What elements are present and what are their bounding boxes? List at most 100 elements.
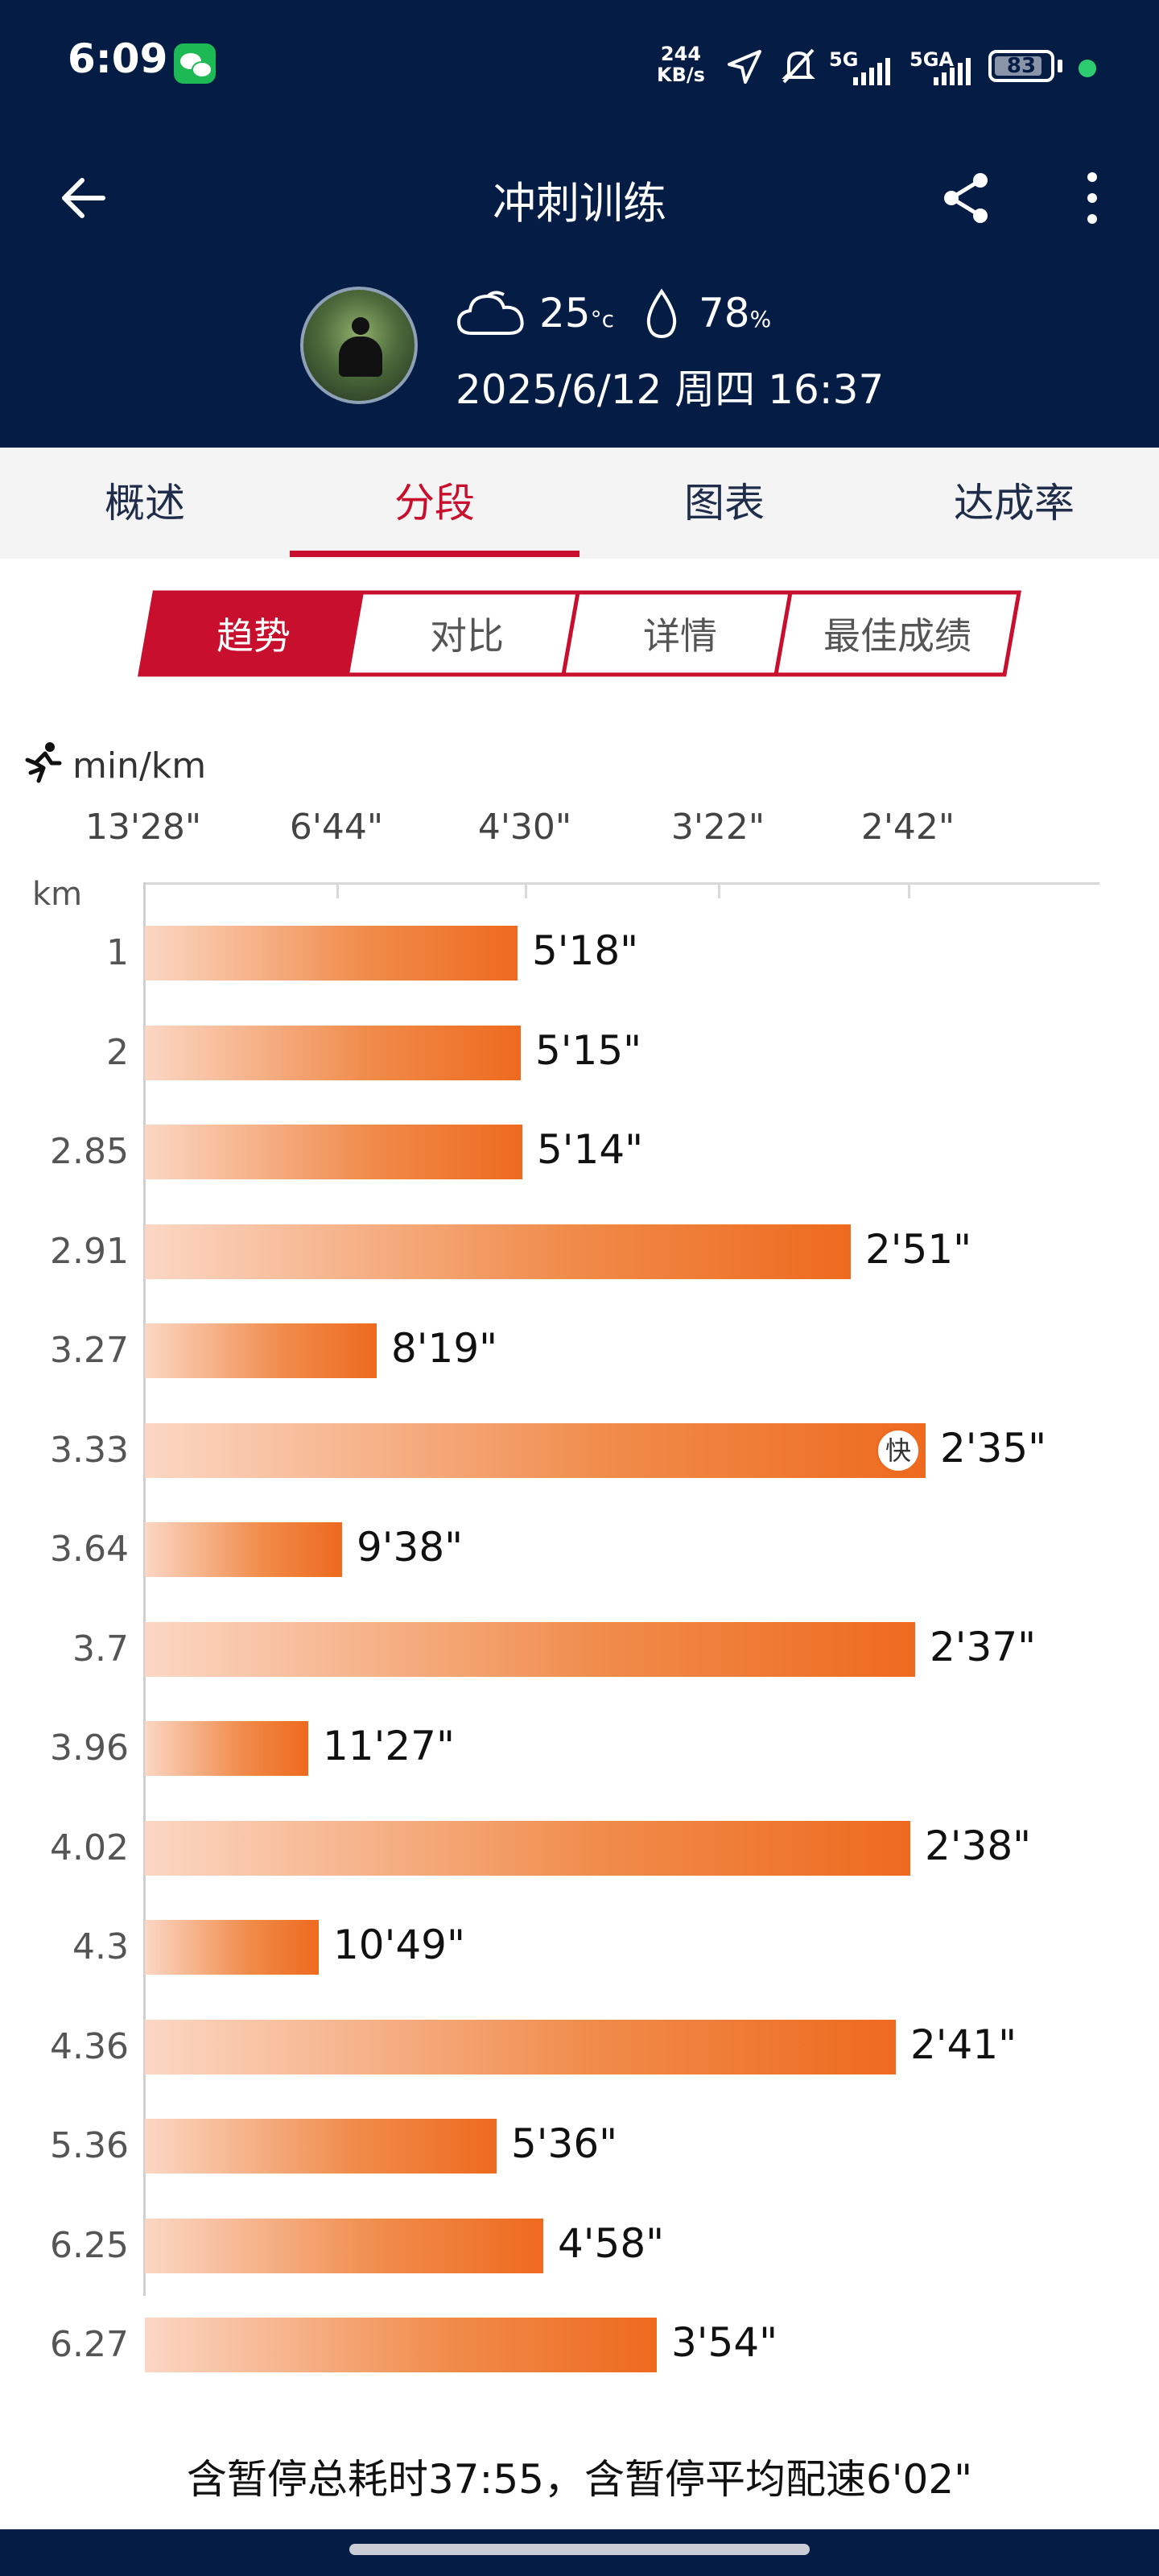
more-options-icon[interactable] — [1070, 166, 1114, 230]
network-label-2: 5GA — [909, 48, 954, 71]
x-tick-label: 4'30" — [477, 807, 572, 848]
cloudy-icon — [456, 291, 524, 335]
status-icons: 5G 5GA 83 — [716, 37, 1127, 93]
km-split-label: 3.27 — [50, 1330, 129, 1371]
privacy-indicator — [1079, 60, 1096, 77]
pace-value-label: 5'14" — [537, 1126, 644, 1173]
pace-value-label: 8'19" — [391, 1325, 498, 1372]
x-tick-label: 2'42" — [860, 807, 955, 848]
pace-value-label: 5'18" — [532, 927, 639, 974]
tab-charts[interactable]: 图表 — [684, 480, 765, 526]
back-arrow-icon[interactable] — [53, 167, 114, 229]
pace-value-label: 5'15" — [535, 1026, 642, 1074]
pace-bar[interactable] — [145, 1224, 851, 1279]
tab-overview[interactable]: 概述 — [105, 480, 185, 526]
splits-pace-chart: min/km km 13'28" 6'44" 4'30" 3'22" 2'42" 1 5'1… — [0, 724, 1159, 2415]
pace-bar[interactable] — [145, 1422, 926, 1478]
network-label-1: 5G — [829, 48, 859, 71]
x-tick — [336, 882, 339, 898]
km-split-label: 2 — [106, 1031, 129, 1073]
segment-compare[interactable]: 对比 — [430, 614, 504, 658]
pace-bar[interactable] — [145, 2019, 896, 2074]
pace-bar[interactable] — [145, 2218, 543, 2273]
y-axis-line — [143, 882, 146, 2296]
pace-value-label: 2'41" — [910, 2021, 1017, 2068]
segmented-control-frame — [138, 590, 1021, 677]
pace-bar[interactable] — [145, 1522, 342, 1577]
signal-bars-1 — [853, 58, 897, 85]
km-split-label: 4.3 — [72, 1926, 129, 1967]
header-area: 6:09 244 KB/s 5G 5GA 83 冲刺训练 25°c 78% 20… — [0, 0, 1159, 448]
tab-active-indicator — [290, 551, 580, 557]
x-tick-label: 6'44" — [289, 807, 384, 848]
pace-value-label: 5'36" — [511, 2120, 618, 2167]
tab-achievement[interactable]: 达成率 — [954, 480, 1074, 526]
km-split-label: 3.96 — [50, 1728, 129, 1769]
status-time: 6:09 — [68, 35, 168, 82]
km-split-label: 4.02 — [50, 1827, 129, 1868]
pace-bar[interactable] — [145, 1025, 521, 1080]
pace-value-label: 9'38" — [357, 1524, 464, 1571]
pace-value-label: 2'38" — [925, 1822, 1032, 1869]
battery-level: 83 — [1006, 54, 1037, 78]
pace-value-label: 11'27" — [323, 1723, 455, 1769]
tab-splits[interactable]: 分段 — [394, 480, 475, 526]
pace-bar[interactable] — [145, 2119, 497, 2174]
fastest-badge: 快 — [876, 1427, 921, 1473]
km-split-label: 6.27 — [50, 2324, 129, 2365]
km-split-label: 3.7 — [72, 1628, 129, 1670]
tab-bar: 概述 分段 图表 达成率 — [0, 448, 1159, 559]
km-split-label: 3.64 — [50, 1529, 129, 1570]
x-tick — [525, 882, 527, 898]
km-split-label: 2.91 — [50, 1230, 129, 1272]
pace-bar[interactable] — [145, 1323, 377, 1378]
pace-bar[interactable] — [145, 1621, 915, 1677]
pace-bar[interactable] — [145, 2318, 657, 2372]
km-axis-label: km — [32, 876, 83, 913]
net-speed: 244 KB/s — [657, 43, 705, 86]
pace-value-label: 3'54" — [671, 2319, 778, 2366]
pace-bar[interactable] — [145, 1125, 522, 1179]
signal-bars-2 — [934, 58, 977, 85]
pace-bar[interactable] — [145, 926, 518, 980]
km-split-label: 3.33 — [50, 1429, 129, 1471]
pace-bar[interactable] — [145, 1920, 319, 1975]
x-tick — [718, 882, 720, 898]
km-split-label: 1 — [106, 932, 129, 973]
wechat-icon — [174, 43, 216, 84]
pace-bar[interactable] — [145, 1721, 308, 1776]
navigation-bar — [0, 2529, 1159, 2576]
x-tick-label: 3'22" — [670, 807, 765, 848]
pace-value-label: 2'37" — [930, 1623, 1037, 1670]
pace-value-label: 10'49" — [333, 1922, 465, 1968]
segment-trend[interactable]: 趋势 — [217, 614, 291, 658]
km-split-label: 2.85 — [50, 1131, 129, 1172]
pace-value-label: 2'51" — [865, 1225, 972, 1273]
pace-unit-label: min/km — [72, 745, 207, 786]
km-split-label: 5.36 — [50, 2125, 129, 2166]
avatar[interactable] — [300, 287, 418, 404]
mute-bell-icon — [782, 48, 815, 84]
temperature: 25°c — [539, 290, 615, 336]
running-icon — [25, 742, 62, 783]
humidity-drop-icon — [646, 288, 677, 339]
x-axis-line — [145, 882, 1099, 885]
x-tick-label: 13'28" — [85, 807, 202, 848]
location-icon — [728, 50, 761, 84]
battery-icon: 83 — [988, 50, 1054, 82]
page-title: 冲刺训练 — [493, 178, 666, 229]
segment-details[interactable]: 详情 — [643, 614, 717, 658]
share-icon[interactable] — [938, 167, 995, 229]
x-tick — [908, 882, 910, 898]
km-split-label: 6.25 — [50, 2224, 129, 2266]
pace-value-label: 2'35" — [940, 1424, 1047, 1472]
home-indicator[interactable] — [349, 2544, 810, 2555]
pace-summary: 含暂停总耗时37:55，含暂停平均配速6'02" — [186, 2456, 973, 2503]
km-split-label: 4.36 — [50, 2025, 129, 2067]
segmented-control: 趋势 对比 详情 最佳成绩 — [137, 589, 1022, 678]
workout-datetime: 2025/6/12 周四 16:37 — [456, 366, 885, 413]
humidity: 78% — [699, 290, 772, 336]
segment-best-results[interactable]: 最佳成绩 — [823, 614, 971, 658]
pace-bar[interactable] — [145, 1820, 910, 1876]
pace-value-label: 4'58" — [558, 2219, 665, 2267]
